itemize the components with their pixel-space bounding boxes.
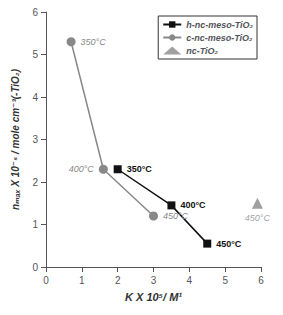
svg-text:0: 0 bbox=[32, 262, 38, 273]
svg-text:400°C: 400°C bbox=[69, 164, 95, 174]
svg-text:2: 2 bbox=[32, 177, 38, 188]
svg-text:4: 4 bbox=[187, 275, 193, 286]
svg-text:c-nc-meso-TiO₂: c-nc-meso-TiO₂ bbox=[186, 33, 253, 43]
svg-text:2: 2 bbox=[115, 275, 121, 286]
svg-text:nₘₐₓ X 10⁻⁵ / mole cm⁻³(-TiO₂): nₘₐₓ X 10⁻⁵ / mole cm⁻³(-TiO₂) bbox=[10, 68, 21, 210]
svg-text:1: 1 bbox=[79, 275, 85, 286]
svg-text:6: 6 bbox=[258, 275, 264, 286]
svg-text:4: 4 bbox=[32, 92, 38, 103]
svg-text:K X 10⁵/ M¹: K X 10⁵/ M¹ bbox=[125, 291, 182, 303]
svg-text:450°C: 450°C bbox=[163, 211, 189, 221]
svg-text:1: 1 bbox=[32, 219, 38, 230]
svg-text:3: 3 bbox=[32, 134, 38, 145]
svg-text:3: 3 bbox=[151, 275, 157, 286]
svg-text:5: 5 bbox=[222, 275, 228, 286]
svg-text:6: 6 bbox=[32, 7, 38, 18]
svg-text:5: 5 bbox=[32, 49, 38, 60]
svg-text:350°C: 350°C bbox=[81, 37, 107, 47]
svg-text:450°C: 450°C bbox=[216, 239, 242, 249]
svg-text:450°C: 450°C bbox=[245, 213, 271, 223]
svg-text:h-nc-meso-TiO₂: h-nc-meso-TiO₂ bbox=[186, 20, 253, 30]
svg-text:0: 0 bbox=[43, 275, 49, 286]
svg-text:350°C: 350°C bbox=[127, 164, 153, 174]
svg-text:nc-TiO₂: nc-TiO₂ bbox=[186, 46, 218, 56]
svg-text:400°C: 400°C bbox=[180, 200, 206, 210]
